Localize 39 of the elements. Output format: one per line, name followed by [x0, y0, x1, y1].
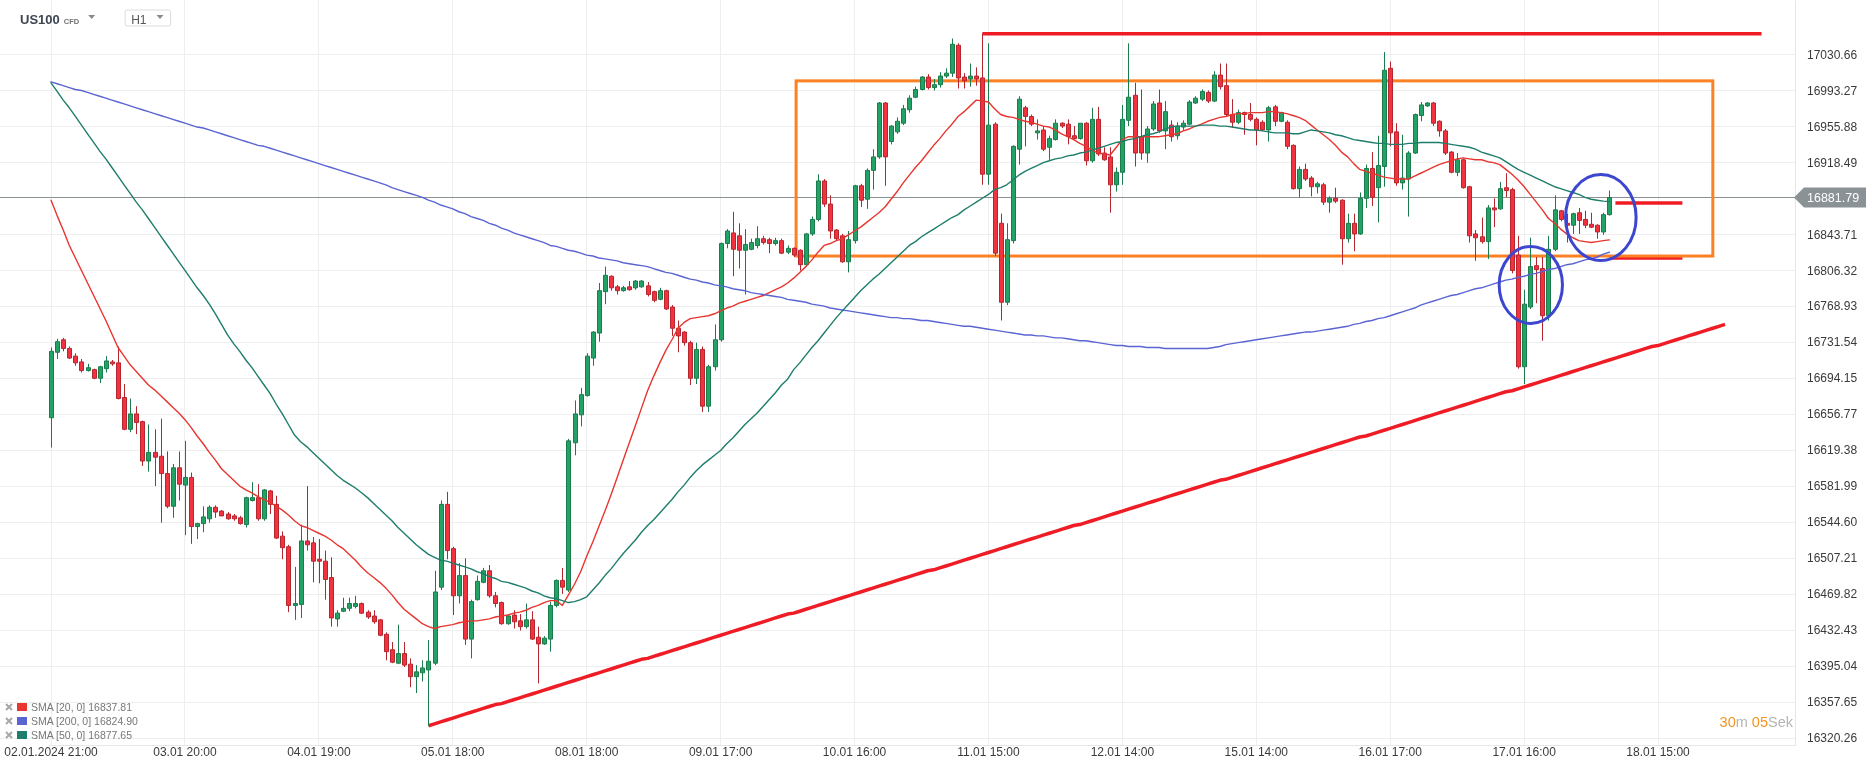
- legend-label: SMA [20, 0] 16837.81: [31, 700, 133, 713]
- x-tick-label: 15.01 14:00: [1224, 744, 1289, 759]
- text: US100: [20, 12, 60, 27]
- y-tick-label: 16993.27: [1807, 83, 1858, 98]
- y-tick-label: 16581.99: [1807, 479, 1858, 494]
- annotation: H1: [131, 13, 147, 27]
- y-tick-label: 16843.71: [1807, 227, 1858, 242]
- y-tick-label: 16731.54: [1807, 335, 1858, 350]
- x-tick-label: 04.01 19:00: [287, 744, 351, 759]
- y-tick-label: 16955.88: [1807, 119, 1858, 134]
- x-tick-label: 09.01 17:00: [688, 744, 753, 759]
- x-tick-label: 17.01 16:00: [1492, 744, 1557, 759]
- y-tick-label: 16544.60: [1807, 515, 1858, 530]
- x-tick-label: 11.01 15:00: [957, 744, 1021, 759]
- y-tick-label: 16320.26: [1807, 731, 1858, 746]
- x-tick-label: 05.01 18:00: [421, 744, 485, 759]
- x-tick-label: 08.01 18:00: [555, 744, 619, 759]
- x-tick-label: 10.01 16:00: [822, 744, 887, 759]
- annotation: 30m 05Sek: [1719, 714, 1794, 730]
- y-tick-label: 16694.15: [1807, 371, 1858, 386]
- y-tick-label: 16395.04: [1807, 659, 1858, 674]
- x-tick-label: 02.01.2024 21:00: [4, 744, 99, 759]
- y-tick-label: 16432.43: [1807, 623, 1858, 638]
- x-tick-label: 12.01 14:00: [1090, 744, 1155, 759]
- y-tick-label: 16768.93: [1807, 299, 1858, 314]
- y-tick-label: 16469.82: [1807, 587, 1858, 602]
- y-tick-label: 16656.77: [1807, 407, 1858, 422]
- y-tick-label: 16918.49: [1807, 155, 1858, 170]
- ref-line-label: 16881.79: [1807, 191, 1860, 206]
- y-tick-label: 16806.32: [1807, 263, 1858, 278]
- legend-label: SMA [200, 0] 16824.90: [31, 714, 138, 727]
- y-tick-label: 16357.65: [1807, 695, 1858, 710]
- x-tick-label: 18.01 15:00: [1626, 744, 1691, 759]
- legend-label: SMA [50, 0] 16877.65: [31, 728, 133, 741]
- y-tick-label: 16619.38: [1807, 443, 1858, 458]
- y-tick-label: 16507.21: [1807, 551, 1858, 566]
- x-tick-label: 03.01 20:00: [153, 744, 217, 759]
- y-tick-label: 17030.66: [1807, 47, 1858, 62]
- x-tick-label: 16.01 17:00: [1358, 744, 1423, 759]
